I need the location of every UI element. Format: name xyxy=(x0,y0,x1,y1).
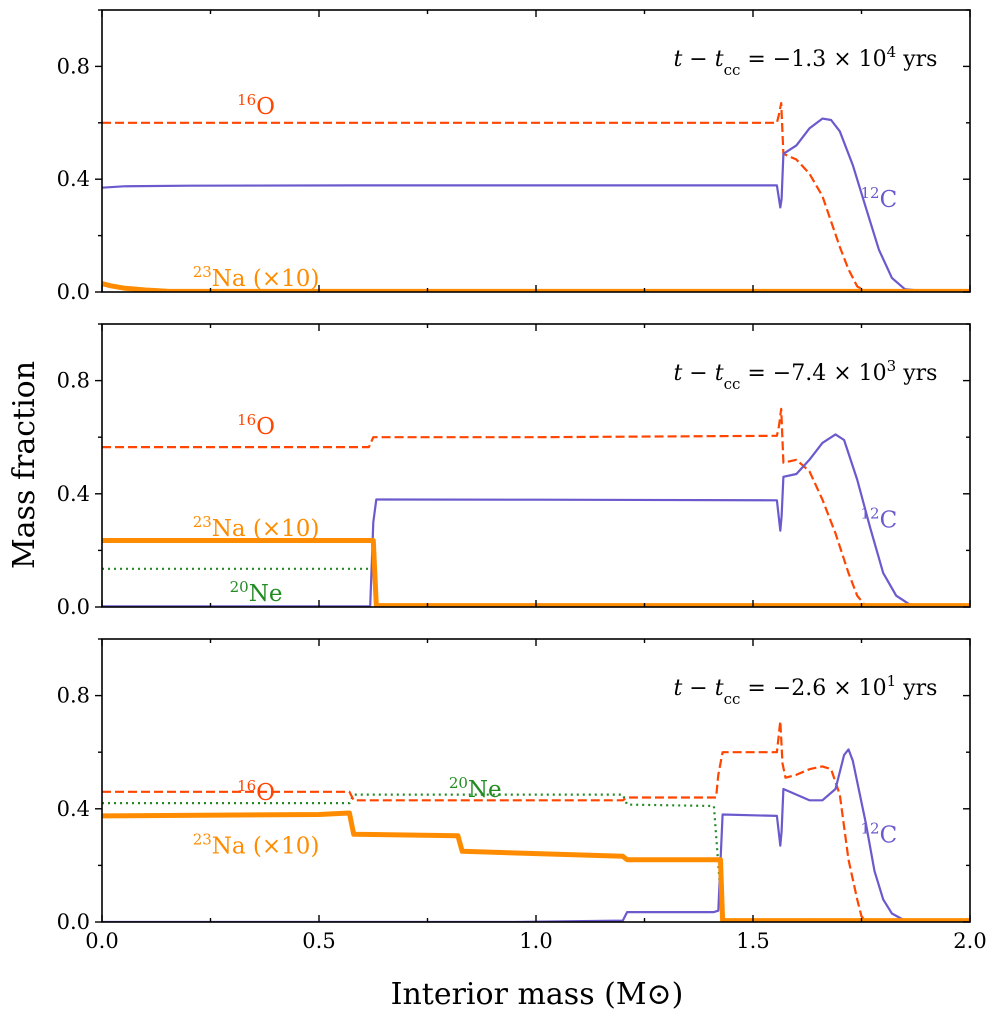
y-tick-label: 0.4 xyxy=(57,482,90,506)
x-axis-label: Interior mass (M⊙) xyxy=(391,977,684,1012)
y-tick-label: 0.8 xyxy=(57,369,90,393)
series-c12-line xyxy=(102,748,970,922)
series-o16-line xyxy=(102,407,970,607)
y-tick-label: 0.8 xyxy=(57,684,90,708)
panel-middle: 0.0 0.4 0.8 16O 12C 23Na (×10) 20Ne t − tcc = −… xyxy=(57,323,971,619)
series-na23-line xyxy=(102,810,970,922)
y-tick-label: 0.8 xyxy=(57,54,90,78)
label-o16: 16O xyxy=(237,411,275,440)
time-label: t − tcc = −2.6 × 101 yrs xyxy=(673,672,937,708)
label-c12: 12C xyxy=(861,504,898,533)
y-axis-label: Mass fraction xyxy=(7,361,42,569)
label-o16: 16O xyxy=(237,91,275,120)
x-tick-label: 1.0 xyxy=(519,929,552,953)
panel-top: 0.0 0.4 0.8 16O 12C 23Na (×10) t − tcc = −1.3 … xyxy=(57,9,971,304)
x-tick-label: 0.0 xyxy=(85,929,118,953)
label-o16: 16O xyxy=(237,777,275,806)
series-c12-line xyxy=(102,117,970,292)
series-o16-line xyxy=(102,720,970,922)
y-tick-label: 0.4 xyxy=(57,797,90,821)
label-na23: 23Na (×10) xyxy=(193,263,320,292)
y-tick-label: 0.0 xyxy=(57,280,90,304)
label-ne20: 20Ne xyxy=(230,578,283,607)
series-o16-line xyxy=(102,102,970,292)
label-c12: 12C xyxy=(861,819,898,848)
y-tick-label: 0.0 xyxy=(57,910,90,934)
label-na23: 23Na (×10) xyxy=(193,831,320,860)
label-c12: 12C xyxy=(861,184,898,213)
plot-layer: 0.0 0.4 0.8 16O 12C 23Na (×10) t − tcc = −1.3 … xyxy=(57,9,987,953)
label-na23: 23Na (×10) xyxy=(193,513,320,542)
x-tick-label: 1.5 xyxy=(736,929,769,953)
x-tick-label: 2.0 xyxy=(953,929,986,953)
series-c12-line xyxy=(102,433,970,607)
y-tick-label: 0.4 xyxy=(57,167,90,191)
label-ne20: 20Ne xyxy=(449,774,502,803)
y-tick-label: 0.0 xyxy=(57,595,90,619)
panel-bottom: 0.0 0.5 1.0 1.5 2.0 0.0 0.4 0.8 16O 12C 23Na (×10)… xyxy=(57,638,987,953)
time-label: t − tcc = −1.3 × 104 yrs xyxy=(673,43,937,79)
time-label: t − tcc = −7.4 × 103 yrs xyxy=(673,357,937,393)
series-na23-line xyxy=(102,538,970,607)
x-tick-label: 0.5 xyxy=(302,929,335,953)
